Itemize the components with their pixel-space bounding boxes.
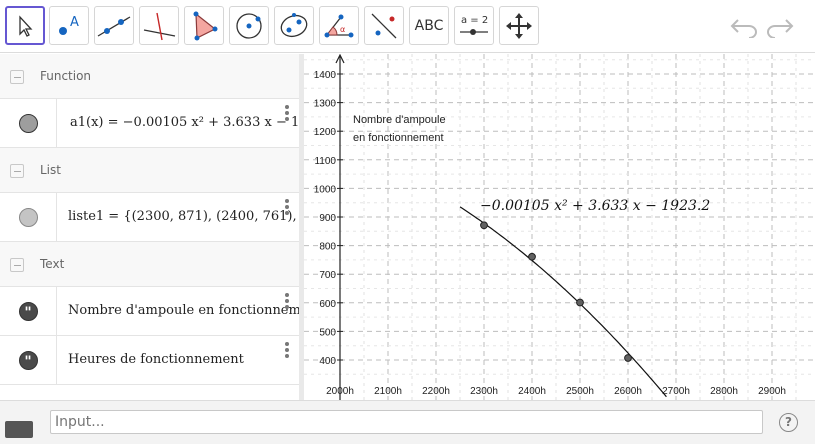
section-header-text[interactable]: Text [0, 242, 299, 287]
svg-text:A: A [70, 15, 79, 30]
y-tick-label: 800 [319, 242, 336, 253]
move-graphics-view-tool-button[interactable] [499, 6, 539, 45]
data-point[interactable] [481, 222, 488, 229]
algebra-item-text2[interactable]: " Heures de fonctionnement [0, 336, 299, 385]
y-tick-label: 1400 [314, 70, 337, 81]
line-icon [96, 12, 132, 40]
graph-equation-label[interactable]: −0.00105 x² + 3.633 x − 1923.2 [480, 198, 710, 214]
graph-text-label-line2[interactable]: en fonctionnement [353, 132, 444, 144]
ellipse-icon [278, 11, 310, 41]
algebra-item-text[interactable]: a1(x) = −0.00105 x² + 3.633 x − 1923.2 [70, 115, 299, 130]
reflect-tool-button[interactable] [364, 6, 404, 45]
y-tick-label: 500 [319, 327, 336, 338]
x-tick-label: 2400h [518, 386, 546, 397]
graph-canvas[interactable]: 400 500 600 700 800 900 1000 1100 1200 1300 1400 20… [304, 54, 815, 400]
more-options-icon[interactable] [285, 342, 289, 360]
y-tick-label: 1100 [314, 156, 336, 167]
section-label: Function [40, 69, 91, 83]
y-tick-label: 400 [319, 356, 336, 367]
y-tick-label: 1200 [314, 127, 337, 138]
graph-text-label-line1[interactable]: Nombre d'ampoule [353, 114, 446, 126]
perpendicular-line-tool-button[interactable] [139, 6, 179, 45]
redo-button[interactable] [764, 13, 796, 41]
angle-tool-button[interactable]: α [319, 6, 359, 45]
visibility-toggle[interactable]: " [0, 287, 57, 335]
y-tick-label: 1300 [314, 99, 337, 110]
section-label: List [40, 163, 61, 177]
text-object-icon: " [19, 351, 38, 370]
slider-icon: a = 2 [457, 11, 491, 41]
undo-icon [729, 16, 759, 38]
keyboard-icon[interactable] [5, 421, 33, 438]
polygon-tool-button[interactable] [184, 6, 224, 45]
y-tick-label: 1000 [314, 184, 337, 195]
collapse-icon[interactable] [10, 164, 24, 178]
y-tick-label: 600 [319, 299, 336, 310]
section-label: Text [40, 257, 64, 271]
visibility-toggle[interactable]: " [0, 336, 57, 384]
point-icon: A [53, 12, 85, 40]
more-options-icon[interactable] [285, 199, 289, 217]
y-tick-label: 700 [319, 270, 336, 281]
svg-text:a = 2: a = 2 [461, 15, 488, 26]
x-tick-label: 2500h [566, 386, 594, 397]
circle-center-point-tool-button[interactable] [229, 6, 269, 45]
slider-tool-button[interactable]: a = 2 [454, 6, 494, 45]
collapse-icon[interactable] [10, 258, 24, 272]
undo-button[interactable] [728, 13, 760, 41]
x-tick-label: 2800h [710, 386, 738, 397]
x-tick-label: 2900h [758, 386, 786, 397]
text-tool-button[interactable]: ABC [409, 6, 449, 45]
cursor-arrow-icon [15, 14, 35, 38]
perpendicular-line-icon [141, 11, 177, 41]
x-tick-label: 2100h [374, 386, 402, 397]
move-tool-button[interactable] [5, 6, 45, 45]
ellipse-tool-button[interactable] [274, 6, 314, 45]
algebra-view: Function a1(x) = −0.00105 x² + 3.633 x −… [0, 54, 299, 400]
data-point[interactable] [529, 253, 536, 260]
text-icon: ABC [415, 18, 444, 34]
algebra-item-text[interactable]: Heures de fonctionnement [68, 352, 244, 367]
algebra-input[interactable] [50, 410, 763, 434]
x-tick-label: 2300h [470, 386, 498, 397]
help-icon[interactable]: ? [779, 413, 798, 432]
visibility-toggle[interactable] [0, 99, 57, 147]
x-tick-label: 2200h [422, 386, 450, 397]
data-point[interactable] [577, 299, 584, 306]
collapse-icon[interactable] [10, 70, 24, 84]
line-tool-button[interactable] [94, 6, 134, 45]
redo-icon [765, 16, 795, 38]
visibility-dot-icon [19, 114, 38, 133]
circle-icon [234, 11, 264, 41]
polygon-icon [189, 11, 219, 41]
more-options-icon[interactable] [285, 105, 289, 123]
reflect-about-line-icon [368, 11, 400, 41]
x-tick-label: 2600h [614, 386, 642, 397]
move-arrows-icon [504, 11, 534, 41]
graphics-view[interactable]: 400 500 600 700 800 900 1000 1100 1200 1300 1400 20… [304, 54, 815, 400]
algebra-item-text[interactable]: liste1 = {(2300, 871), (2400, 761), (250… [68, 209, 299, 224]
algebra-item-text1[interactable]: " Nombre d'ampoule en fonctionnement [0, 287, 299, 336]
point-tool-button[interactable]: A [49, 6, 89, 45]
section-header-function[interactable]: Function [0, 54, 299, 99]
more-options-icon[interactable] [285, 293, 289, 311]
svg-text:α: α [340, 25, 345, 34]
visibility-dot-icon [19, 208, 38, 227]
x-tick-label: 2000h [326, 386, 354, 397]
toolbar: A α ABC a = 2 [0, 0, 815, 53]
x-tick-label: 2700h [662, 386, 690, 397]
algebra-item-liste1[interactable]: liste1 = {(2300, 871), (2400, 761), (250… [0, 193, 299, 242]
visibility-toggle[interactable] [0, 193, 57, 241]
angle-icon: α [323, 11, 355, 41]
algebra-item-text[interactable]: Nombre d'ampoule en fonctionnement [68, 303, 299, 318]
y-tick-label: 900 [319, 213, 336, 224]
algebra-item-a1[interactable]: a1(x) = −0.00105 x² + 3.633 x − 1923.2 [0, 99, 299, 148]
function-curve-a1[interactable] [460, 207, 666, 397]
data-point[interactable] [625, 355, 632, 362]
section-header-list[interactable]: List [0, 148, 299, 193]
input-bar: ? [0, 400, 815, 444]
text-object-icon: " [19, 302, 38, 321]
